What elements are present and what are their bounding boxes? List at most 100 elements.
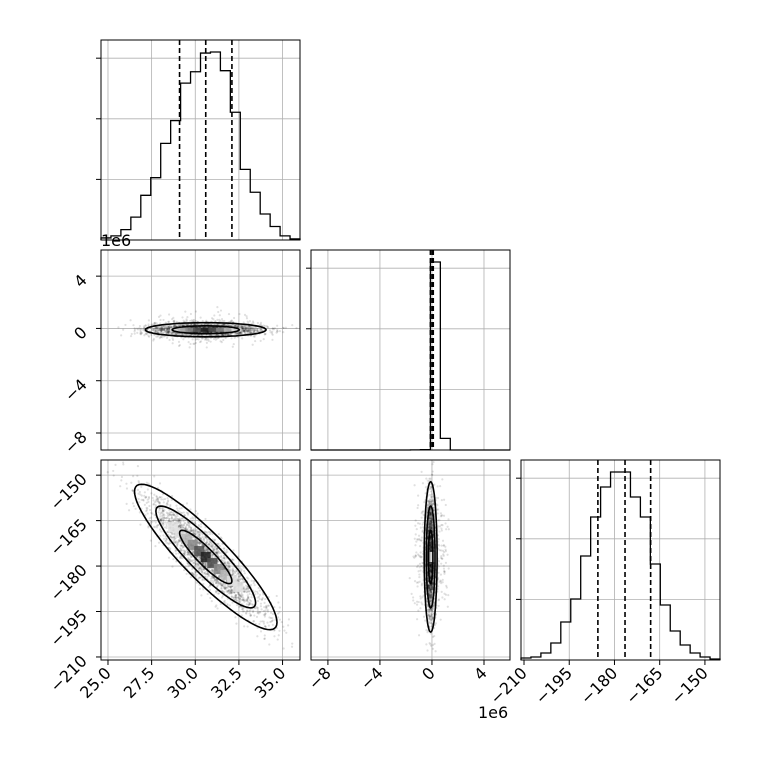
scatter-point (243, 313, 247, 316)
scatter-point (222, 585, 225, 588)
scatter-point (218, 334, 221, 337)
scatter-point (256, 327, 259, 330)
scatter-point (166, 497, 169, 500)
scatter-point (132, 504, 136, 508)
scatter-point (246, 625, 249, 628)
scatter-point (263, 324, 266, 328)
scatter-point (252, 609, 255, 612)
scatter-point (249, 331, 252, 334)
scatter-point (280, 620, 283, 624)
scatter-point (164, 521, 167, 524)
scatter-point (229, 324, 233, 327)
scatter-point (245, 315, 248, 318)
scatter-point (167, 328, 171, 331)
scatter-point (242, 326, 245, 330)
scatter-point (167, 313, 171, 316)
scatter-point (152, 499, 155, 502)
scatter-point (234, 597, 237, 600)
scatter-point (122, 328, 125, 331)
scatter-point (176, 509, 180, 512)
scatter-point (228, 604, 232, 607)
scatter-point (196, 337, 199, 341)
scatter-point (209, 545, 213, 548)
scatter-point (199, 525, 203, 528)
scatter-point (205, 334, 208, 337)
scatter-point (253, 329, 257, 332)
scatter-point (138, 324, 142, 328)
scatter-point (243, 625, 246, 628)
scatter-point (127, 509, 131, 512)
scatter-point (159, 327, 162, 331)
scatter-point (232, 316, 236, 320)
scatter-point (154, 545, 157, 548)
scatter-point (243, 329, 246, 332)
scatter-point (200, 571, 203, 574)
scatter-point (182, 549, 185, 552)
scatter-point (234, 325, 238, 328)
scatter-point (256, 635, 259, 638)
scatter-point (203, 539, 206, 542)
scatter-point (212, 577, 215, 580)
scatter-point (162, 318, 165, 322)
scatter-point (243, 326, 246, 329)
scatter-point (159, 318, 162, 322)
scatter-point (278, 629, 281, 632)
scatter-point (259, 611, 262, 614)
scatter-point (248, 592, 251, 596)
scatter-point (226, 589, 230, 592)
scatter-point (142, 498, 145, 501)
scatter-point (213, 538, 216, 541)
scatter-point (176, 542, 179, 546)
scatter-point (266, 608, 269, 612)
scatter-point (245, 598, 249, 601)
scatter-point (166, 330, 169, 334)
scatter-point (152, 525, 156, 528)
scatter-point (165, 539, 168, 542)
scatter-point (259, 630, 263, 633)
scatter-point (221, 557, 224, 560)
scatter-point (225, 548, 228, 552)
scatter-point (424, 619, 427, 622)
scatter-point (246, 330, 249, 333)
scatter-point (230, 337, 233, 340)
scatter-point (440, 529, 443, 532)
scatter-point (162, 534, 165, 537)
scatter-point (171, 318, 174, 321)
scatter-point (252, 579, 255, 583)
scatter-point (239, 578, 242, 581)
scatter-point (217, 533, 220, 536)
scatter-point (173, 325, 176, 328)
scatter-point (240, 596, 243, 599)
scatter-point (112, 469, 115, 473)
scatter-point (276, 638, 279, 641)
scatter-point (242, 321, 245, 324)
scatter-point (209, 596, 212, 600)
scatter-point (256, 608, 259, 612)
scatter-point (160, 336, 164, 339)
scatter-point (276, 330, 279, 333)
scatter-point (213, 545, 216, 548)
scatter-point (282, 647, 285, 650)
scatter-point (215, 604, 218, 607)
scatter-point (161, 516, 164, 519)
scatter-point (250, 579, 253, 582)
scatter-point (206, 540, 209, 543)
scatter-point (264, 612, 267, 615)
scatter-point (215, 333, 218, 336)
scatter-point (221, 333, 224, 337)
scatter-point (210, 317, 214, 320)
scatter-point (236, 332, 240, 335)
scatter-point (171, 342, 174, 345)
scatter-point (278, 606, 281, 609)
scatter-point (167, 320, 171, 323)
panel-frame (310, 459, 511, 661)
scatter-point (129, 335, 133, 338)
scatter-point (156, 326, 160, 329)
scatter-point (194, 338, 197, 341)
scatter-point (186, 513, 190, 516)
scatter-point (154, 321, 157, 324)
scatter-point (284, 326, 287, 329)
scatter-point (186, 528, 189, 531)
scatter-point (252, 330, 255, 334)
scatter-point (241, 337, 244, 340)
